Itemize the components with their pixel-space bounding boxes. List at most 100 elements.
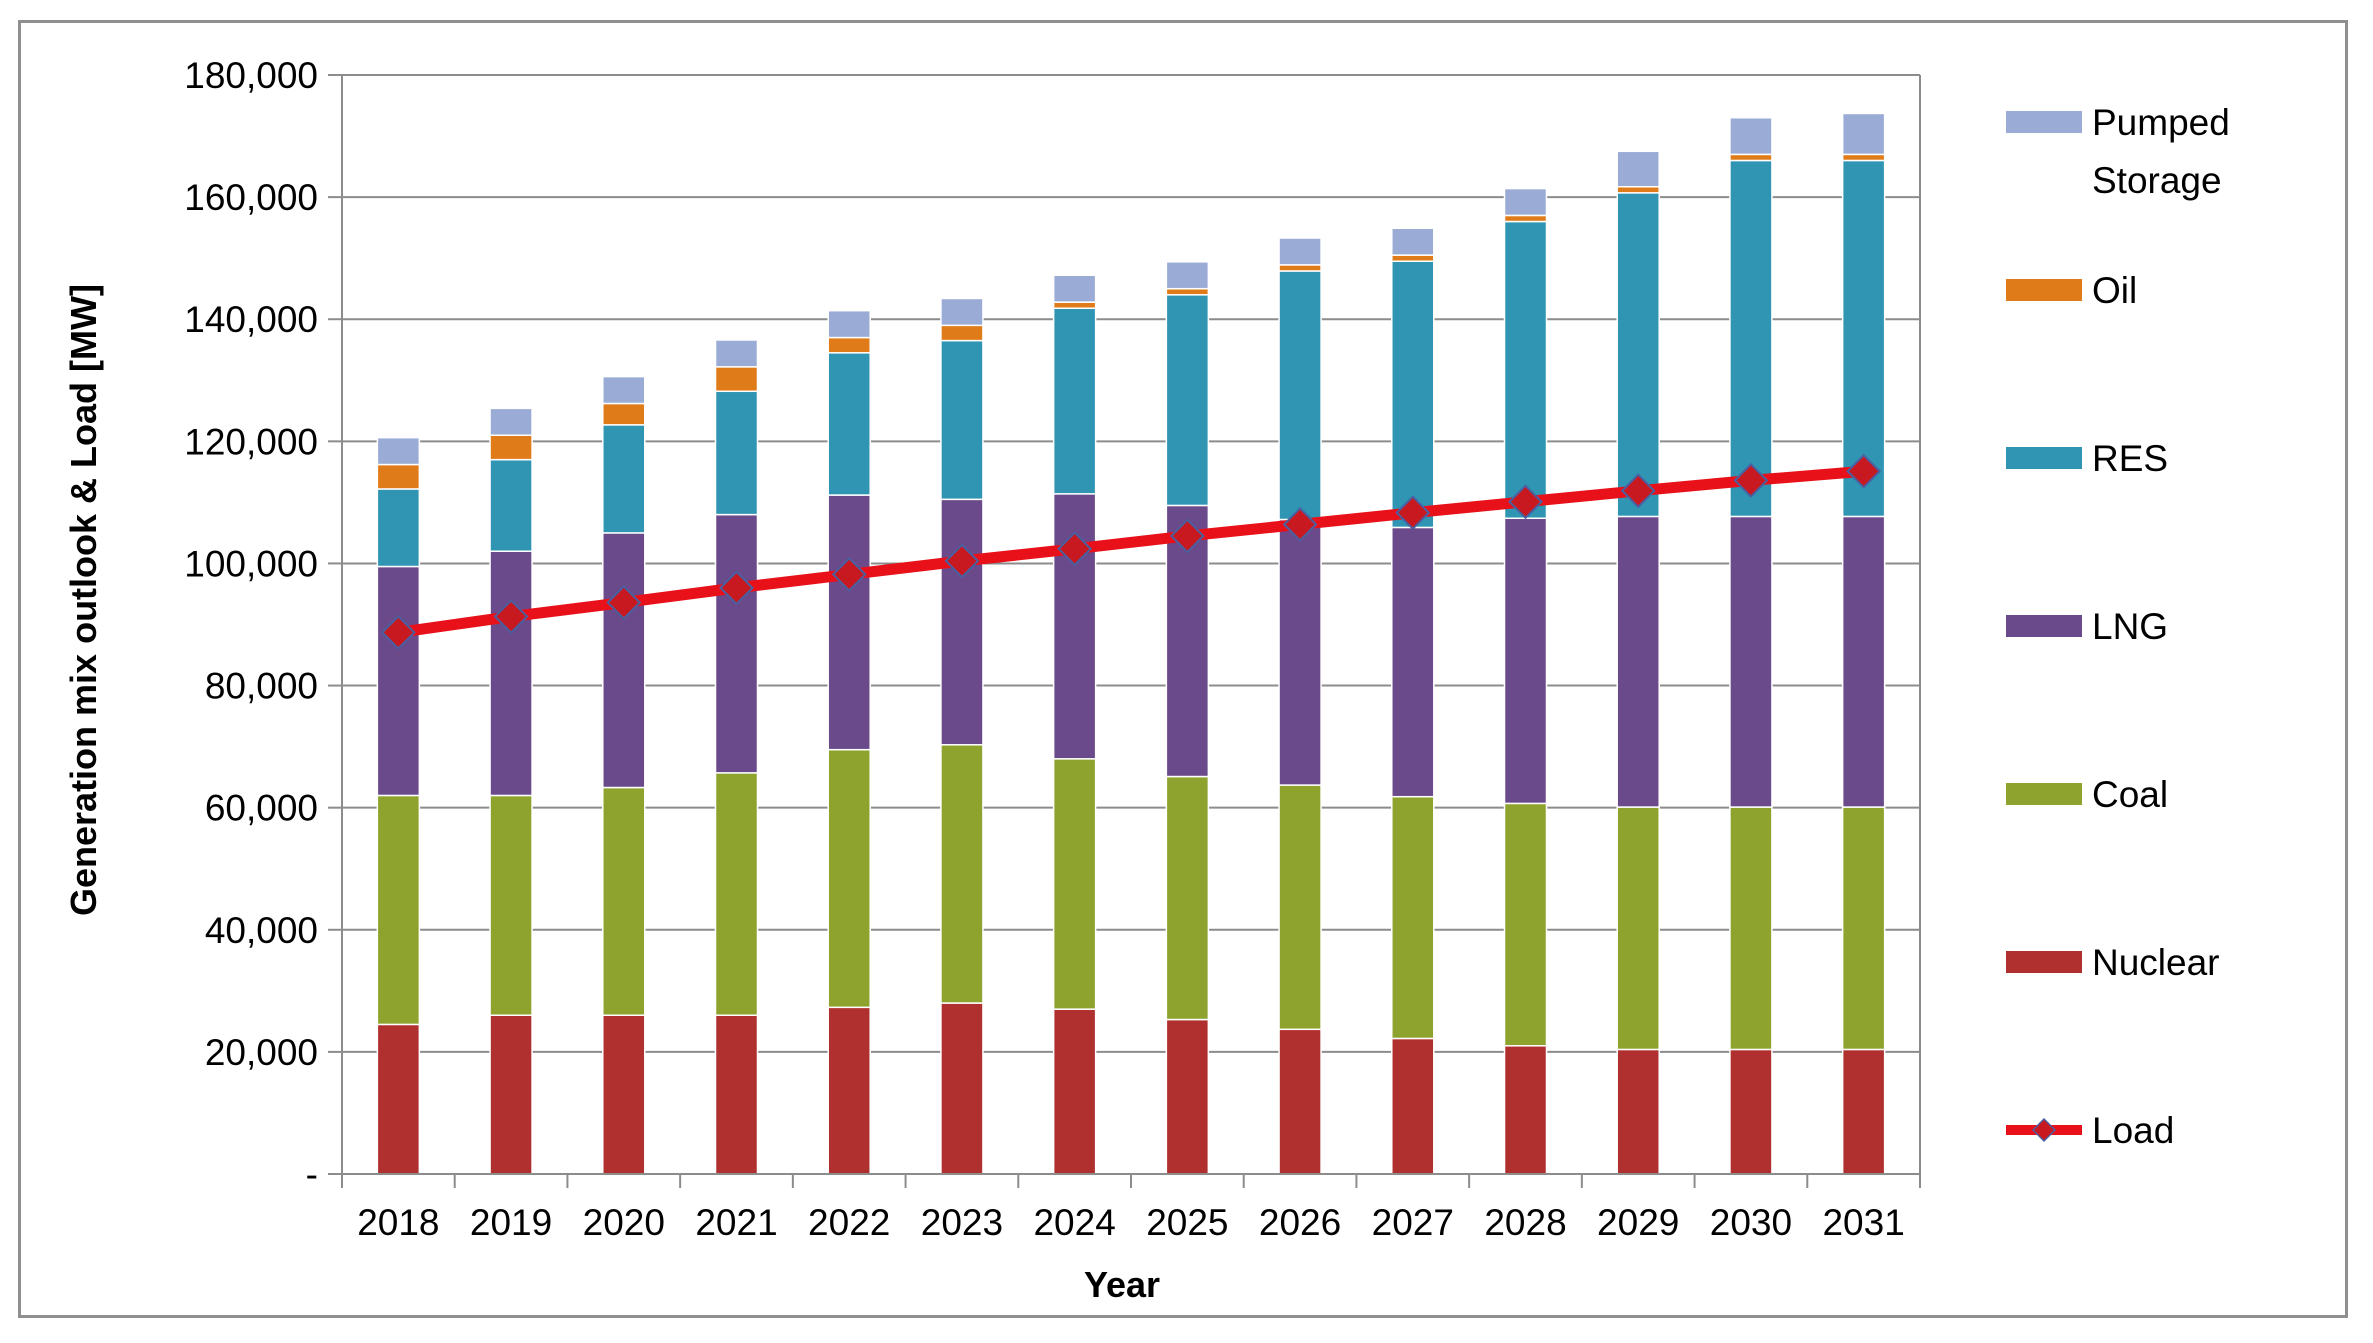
load-marker-2021 <box>719 570 754 606</box>
bar-oil-2027 <box>1391 254 1435 262</box>
bar-pumped-storage-2031 <box>1841 112 1886 156</box>
bar-coal-2025 <box>1165 775 1210 1021</box>
legend-label-nuclear: Nuclear <box>2092 942 2220 983</box>
bar-lng-2019 <box>489 550 533 797</box>
y-tick-label: 60,000 <box>205 788 318 829</box>
axes <box>328 74 1921 1188</box>
bar-pumped-storage-2022 <box>827 309 871 339</box>
bar-coal-2023 <box>940 744 984 1004</box>
bar-lng-2021 <box>714 513 759 774</box>
tick-labels: - 20,000 40,000 60,000 80,000 100,000 120,000 1… <box>184 55 1905 1243</box>
load-line <box>380 453 1882 650</box>
load-marker-2031 <box>1846 453 1882 489</box>
load-marker-2030 <box>1733 462 1769 498</box>
y-tick-label: 160,000 <box>184 177 318 218</box>
load-marker-2028 <box>1508 484 1543 520</box>
bar-oil-2031 <box>1841 153 1886 162</box>
bar-nuclear-2020 <box>602 1014 646 1175</box>
bar-lng-2028 <box>1503 517 1548 805</box>
bar-res-2028 <box>1503 220 1548 520</box>
bar-coal-2029 <box>1616 806 1660 1051</box>
bar-coal-2019 <box>489 794 533 1017</box>
legend: Pumped Storage Oil RES LNG Coal Nuclear Load <box>2006 102 2230 1151</box>
bar-lng-2023 <box>940 498 984 746</box>
bar-coal-2022 <box>827 748 871 1009</box>
bar-coal-2028 <box>1503 802 1548 1047</box>
bar-nuclear-2018 <box>376 1023 421 1175</box>
legend-swatch-coal <box>2006 783 2082 805</box>
bar-nuclear-2027 <box>1391 1037 1435 1175</box>
bar-coal-2026 <box>1278 784 1322 1031</box>
bar-pumped-storage-2020 <box>602 375 646 405</box>
bar-pumped-storage-2021 <box>714 339 759 368</box>
legend-swatch-pumped-storage <box>2006 111 2082 133</box>
x-tick-label: 2027 <box>1372 1202 1454 1243</box>
bar-oil-2018 <box>376 463 421 490</box>
bar-lng-2020 <box>602 532 646 789</box>
load-marker-2018 <box>380 615 416 650</box>
gridlines <box>342 74 1920 1053</box>
load-marker-2024 <box>1057 531 1093 567</box>
load-marker-2023 <box>944 543 980 579</box>
load-marker-2026 <box>1282 506 1318 542</box>
bar-oil-2030 <box>1729 153 1773 162</box>
x-tick-label: 2030 <box>1710 1202 1792 1243</box>
load-line-path <box>397 465 1865 638</box>
y-tick-label: 180,000 <box>184 55 318 96</box>
y-tick-label: 120,000 <box>184 421 318 462</box>
x-tick-label: 2025 <box>1146 1202 1228 1243</box>
bar-lng-2018 <box>376 565 421 797</box>
legend-marker-load <box>2031 1117 2057 1143</box>
bar-nuclear-2030 <box>1729 1048 1773 1175</box>
bar-nuclear-2031 <box>1841 1048 1886 1175</box>
bar-nuclear-2021 <box>714 1014 759 1175</box>
bar-oil-2021 <box>714 366 759 393</box>
bar-oil-2028 <box>1503 214 1548 223</box>
bar-coal-2027 <box>1391 795 1435 1040</box>
bar-nuclear-2025 <box>1165 1018 1210 1175</box>
load-marker-2022 <box>831 557 867 592</box>
y-axis-title: Generation mix outlook & Load [MW] <box>63 284 104 916</box>
bar-pumped-storage-2029 <box>1616 150 1660 188</box>
bar-nuclear-2029 <box>1616 1048 1660 1175</box>
bar-res-2027 <box>1391 260 1435 529</box>
bar-pumped-storage-2023 <box>940 297 984 327</box>
bar-res-2021 <box>714 390 759 516</box>
bar-nuclear-2022 <box>827 1006 871 1175</box>
load-marker-2027 <box>1395 495 1431 531</box>
bar-oil-2023 <box>940 324 984 342</box>
legend-label-lng: LNG <box>2092 606 2168 647</box>
bar-lng-2026 <box>1278 518 1322 786</box>
bar-coal-2021 <box>714 772 759 1017</box>
bar-nuclear-2026 <box>1278 1028 1322 1175</box>
legend-swatch-nuclear <box>2006 951 2082 973</box>
y-tick-label: 100,000 <box>184 543 318 584</box>
bar-pumped-storage-2019 <box>489 407 533 436</box>
x-tick-label: 2031 <box>1822 1202 1904 1243</box>
x-tick-label: 2024 <box>1033 1202 1115 1243</box>
x-axis-title: Year <box>1084 1264 1160 1305</box>
bar-res-2029 <box>1616 192 1660 518</box>
bar-coal-2018 <box>376 794 421 1026</box>
bar-pumped-storage-2018 <box>376 436 421 466</box>
bars <box>376 112 1886 1175</box>
bar-lng-2031 <box>1841 515 1886 808</box>
x-tick-label: 2028 <box>1484 1202 1566 1243</box>
bar-oil-2026 <box>1278 264 1322 272</box>
legend-label-load: Load <box>2092 1110 2174 1151</box>
bar-pumped-storage-2030 <box>1729 116 1773 156</box>
bar-pumped-storage-2026 <box>1278 237 1322 266</box>
bar-pumped-storage-2027 <box>1391 227 1435 256</box>
bar-res-2024 <box>1052 307 1097 495</box>
legend-label-coal: Coal <box>2092 774 2168 815</box>
legend-label-pumped-storage: Pumped <box>2092 102 2230 143</box>
bar-nuclear-2019 <box>489 1014 533 1175</box>
bar-pumped-storage-2025 <box>1165 261 1210 290</box>
bar-res-2026 <box>1278 270 1322 521</box>
load-marker-2020 <box>606 585 642 620</box>
bar-res-2023 <box>940 339 984 501</box>
bar-res-2018 <box>376 488 421 568</box>
bar-coal-2024 <box>1052 758 1097 1010</box>
legend-swatch-lng <box>2006 615 2082 637</box>
